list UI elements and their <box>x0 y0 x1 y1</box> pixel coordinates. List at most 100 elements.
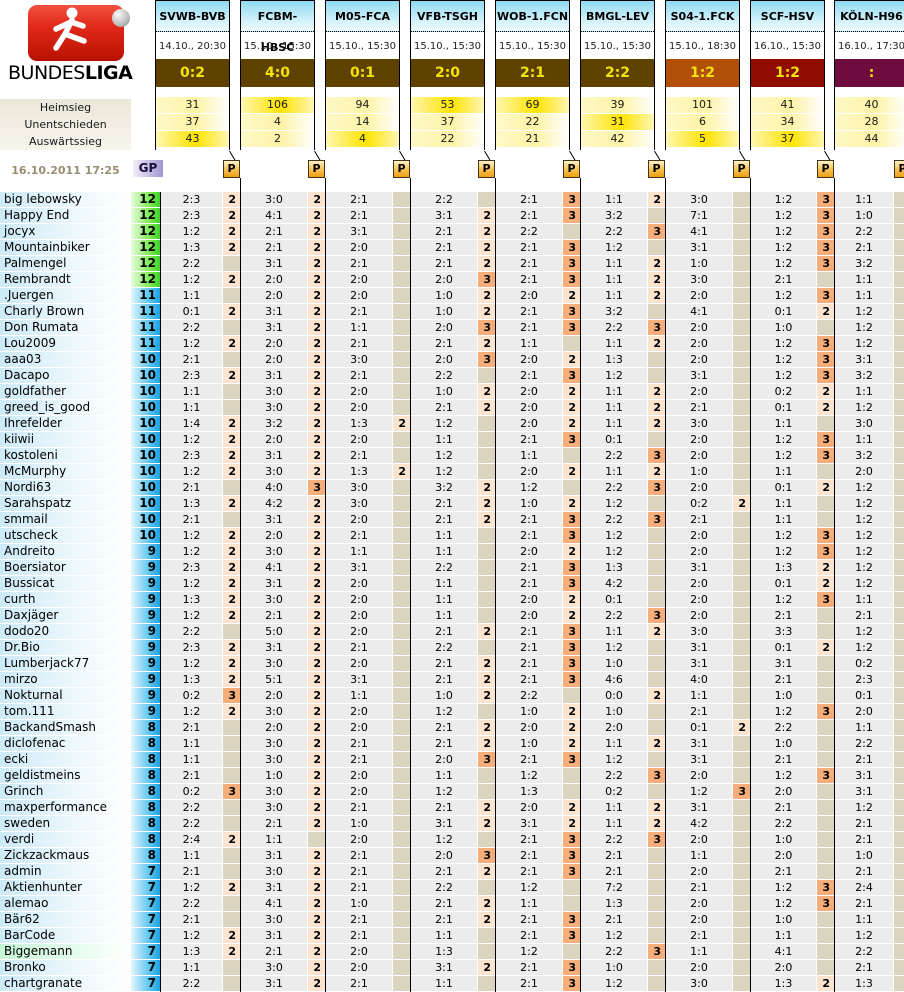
points-cell: 2 <box>563 800 580 815</box>
player-name[interactable]: Daxjäger <box>0 608 131 623</box>
player-name[interactable]: kiiwii <box>0 432 131 447</box>
player-name[interactable]: Mountainbiker <box>0 240 131 255</box>
player-name[interactable]: Grinch <box>0 784 131 799</box>
player-name[interactable]: Don Rumata <box>0 320 131 335</box>
points-cell: 2 <box>478 672 495 687</box>
points-cell <box>733 832 750 847</box>
player-name[interactable]: .Juergen <box>0 288 131 303</box>
player-name[interactable]: Rembrandt <box>0 272 131 287</box>
match-date: 15.10., 15:30 <box>581 32 654 59</box>
points-cell <box>733 368 750 383</box>
player-name[interactable]: BarCode <box>0 928 131 943</box>
player-name[interactable]: mirzo <box>0 672 131 687</box>
player-name[interactable]: utscheck <box>0 528 131 543</box>
player-name[interactable]: Sarahspatz <box>0 496 131 511</box>
player-name[interactable]: big lebowsky <box>0 192 131 207</box>
total-points: 9 <box>131 624 160 639</box>
player-name[interactable]: alemao <box>0 896 131 911</box>
points-cell <box>817 832 834 847</box>
prediction-toggle-button[interactable]: P <box>478 160 495 178</box>
player-name[interactable]: Nokturnal <box>0 688 131 703</box>
prediction-cell: 2:2 <box>411 368 477 383</box>
player-name[interactable]: tom.111 <box>0 704 131 719</box>
points-cell <box>733 912 750 927</box>
prediction-cell: 1:1 <box>581 464 647 479</box>
player-name[interactable]: geldistmeins <box>0 768 131 783</box>
player-name[interactable]: sweden <box>0 816 131 831</box>
points-cell <box>733 928 750 943</box>
player-name[interactable]: smmail <box>0 512 131 527</box>
prediction-toggle-button[interactable]: P <box>817 160 834 178</box>
match-teams-header[interactable]: VFB-TSGH <box>411 1 484 32</box>
prediction-toggle-button[interactable]: P <box>393 160 410 178</box>
points-cell: 2 <box>223 640 240 655</box>
player-name[interactable]: Zickzackmaus <box>0 848 131 863</box>
player-name[interactable]: Bär62 <box>0 912 131 927</box>
player-name[interactable]: Dr.Bio <box>0 640 131 655</box>
player-name[interactable]: Ihrefelder <box>0 416 131 431</box>
prediction-toggle-button[interactable]: P <box>648 160 665 178</box>
player-name[interactable]: ecki <box>0 752 131 767</box>
prediction-cell: 1:1 <box>161 384 222 399</box>
match-teams-header[interactable]: S04-1.FCK <box>666 1 739 32</box>
player-name[interactable]: Nordi63 <box>0 480 131 495</box>
prediction-toggle-button[interactable]: P <box>308 160 325 178</box>
prediction-cell: 2:0 <box>496 608 562 623</box>
player-name[interactable]: Boersiator <box>0 560 131 575</box>
player-name[interactable]: curth <box>0 592 131 607</box>
player-name[interactable]: admin <box>0 864 131 879</box>
player-name[interactable]: Palmengel <box>0 256 131 271</box>
prediction-toggle-button[interactable]: P <box>894 160 904 178</box>
prediction-cell: 2:2 <box>161 256 222 271</box>
player-name[interactable]: maxperformance <box>0 800 131 815</box>
player-name[interactable]: jocyx <box>0 224 131 239</box>
player-name[interactable]: Dacapo <box>0 368 131 383</box>
player-name[interactable]: greed_is_good <box>0 400 131 415</box>
player-name[interactable]: aaa03 <box>0 352 131 367</box>
player-name[interactable]: Andreito <box>0 544 131 559</box>
match-teams-header[interactable]: KÖLN-H96 <box>835 1 904 32</box>
prediction-cell: 1:3 <box>411 944 477 959</box>
player-name[interactable]: Happy End <box>0 208 131 223</box>
prediction-toggle-button[interactable]: P <box>223 160 240 178</box>
prediction-toggle-button[interactable]: P <box>563 160 580 178</box>
points-cell <box>894 832 904 847</box>
player-name[interactable]: Lou2009 <box>0 336 131 351</box>
prediction-cell: 2:1 <box>496 912 562 927</box>
player-name[interactable]: Lumberjack77 <box>0 656 131 671</box>
prediction-cell: 2:1 <box>326 864 392 879</box>
prediction-toggle-button[interactable]: P <box>733 160 750 178</box>
player-name[interactable]: Bussicat <box>0 576 131 591</box>
player-name[interactable]: verdi <box>0 832 131 847</box>
match-teams-header[interactable]: SCF-HSV <box>751 1 824 32</box>
player-name[interactable]: Charly Brown <box>0 304 131 319</box>
match-teams-header[interactable]: FCBM-HBSC <box>241 1 314 54</box>
match-teams-header[interactable]: BMGL-LEV <box>581 1 654 32</box>
points-cell <box>733 816 750 831</box>
gp-column-header[interactable]: GP <box>133 160 163 177</box>
player-name[interactable]: kostoleni <box>0 448 131 463</box>
points-cell: 3 <box>563 192 580 207</box>
prediction-cell: 1:2 <box>751 352 816 367</box>
points-cell: 3 <box>648 224 665 239</box>
player-name[interactable]: chartgranate <box>0 976 131 991</box>
prediction-cell: 2:1 <box>835 896 893 911</box>
points-cell <box>393 688 410 703</box>
match-teams-header[interactable]: SVWB-BVB <box>156 1 229 32</box>
points-cell <box>894 672 904 687</box>
player-name[interactable]: Aktienhunter <box>0 880 131 895</box>
player-name[interactable]: dodo20 <box>0 624 131 639</box>
player-name[interactable]: goldfather <box>0 384 131 399</box>
match-teams-header[interactable]: WOB-1.FCN <box>496 1 569 32</box>
prediction-cell: 1:2 <box>161 656 222 671</box>
prediction-cell: 1:2 <box>751 544 816 559</box>
points-cell: 3 <box>563 912 580 927</box>
player-name[interactable]: Bronko <box>0 960 131 975</box>
player-name[interactable]: diclofenac <box>0 736 131 751</box>
player-name[interactable]: McMurphy <box>0 464 131 479</box>
points-cell: 2 <box>478 800 495 815</box>
player-name[interactable]: BackandSmash <box>0 720 131 735</box>
outcome-label-unentschieden: Unentschieden <box>24 118 107 131</box>
match-teams-header[interactable]: M05-FCA <box>326 1 399 32</box>
player-name[interactable]: Biggemann <box>0 944 131 959</box>
